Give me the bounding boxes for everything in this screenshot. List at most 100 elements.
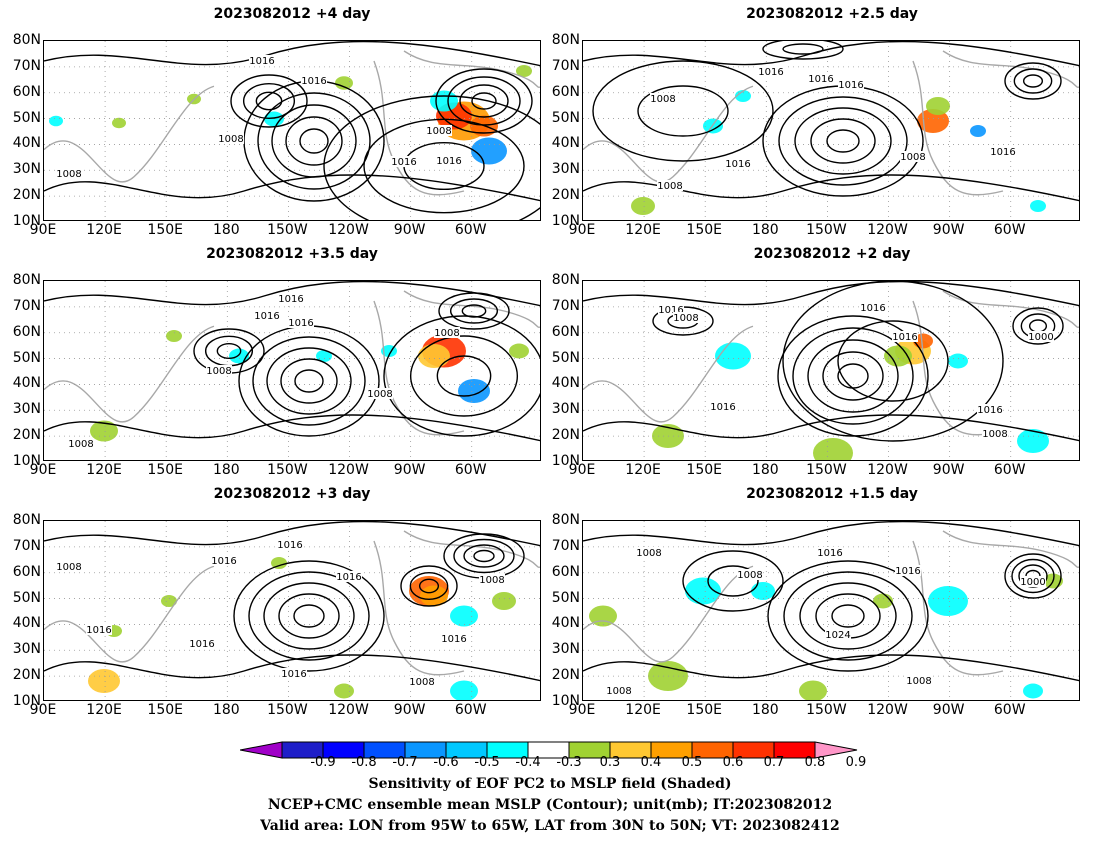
mslp-contour xyxy=(1028,319,1048,333)
lon-tick-label: 90W xyxy=(932,222,965,238)
lat-tick-label: 50N xyxy=(551,349,580,366)
sensitivity-shade xyxy=(970,125,986,137)
colorbar xyxy=(240,741,858,759)
lat-tick-label: 20N xyxy=(551,187,580,204)
lat-tick-label: 40N xyxy=(12,615,41,632)
colorbar-label: -0.4 xyxy=(515,755,541,770)
mslp-contour xyxy=(778,96,908,186)
colorbar-label: 0.8 xyxy=(804,755,826,770)
lat-tick-label: 10N xyxy=(551,453,580,469)
lat-tick-label: 40N xyxy=(551,375,580,392)
contour-label: 1000 xyxy=(1020,577,1045,588)
sensitivity-shade xyxy=(471,137,507,165)
sensitivity-shade xyxy=(264,111,284,127)
contour-label: 1008 xyxy=(900,152,925,163)
panel-title-1: 2023082012 +4 day xyxy=(213,6,371,22)
mslp-contour xyxy=(44,174,540,202)
contour-label: 1016 xyxy=(710,402,735,413)
contour-label: 1016 xyxy=(808,74,833,85)
mslp-contour xyxy=(583,414,1079,442)
mslp-contour xyxy=(794,107,892,175)
colorbar-label: -0.6 xyxy=(433,755,459,770)
contour-label: 1016 xyxy=(277,540,302,551)
lon-tick-label: 120E xyxy=(625,702,661,718)
mslp-contour xyxy=(792,327,914,425)
lon-tick-label: 120W xyxy=(867,222,908,238)
mslp-contour xyxy=(252,336,366,426)
sensitivity-shade xyxy=(928,586,968,616)
mslp-contour xyxy=(44,414,540,442)
sensitivity-shade xyxy=(271,557,287,569)
sensitivity-shade xyxy=(1023,683,1043,699)
lat-tick-label: 60N xyxy=(551,323,580,340)
lat-tick-label: 50N xyxy=(12,589,41,606)
lat-tick-label: 50N xyxy=(12,109,41,126)
lat-tick-label: 70N xyxy=(551,537,580,554)
panel-title-4: 2023082012 +2 day xyxy=(753,246,911,262)
lon-tick-label: 90W xyxy=(393,462,426,478)
lat-tick-label: 70N xyxy=(551,57,580,74)
lon-tick-label: 60W xyxy=(993,702,1026,718)
lat-tick-label: 80N xyxy=(551,272,580,288)
contour-label: 1016 xyxy=(391,157,416,168)
lat-tick-label: 50N xyxy=(551,109,580,126)
lat-tick-label: 10N xyxy=(12,213,41,229)
sensitivity-shade xyxy=(90,420,118,442)
panel-title-5: 2023082012 +3 day xyxy=(213,486,371,502)
contour-label: 1016 xyxy=(892,332,917,343)
mslp-contour xyxy=(473,549,495,563)
lat-tick-label: 70N xyxy=(12,537,41,554)
lon-tick-label: 120W xyxy=(328,462,369,478)
sensitivity-shade xyxy=(1017,429,1049,453)
lat-tick-label: 30N xyxy=(12,641,41,658)
colorbar-label: -0.9 xyxy=(310,755,336,770)
sensitivity-shade xyxy=(450,680,478,700)
contour-label: 1008 xyxy=(657,181,682,192)
lat-tick-label: 10N xyxy=(551,213,580,229)
lat-tick-label: 40N xyxy=(12,135,41,152)
contour-label: 1008 xyxy=(606,686,631,697)
lat-tick-label: 40N xyxy=(551,135,580,152)
mslp-contour xyxy=(242,82,296,120)
lat-tick-label: 10N xyxy=(12,453,41,469)
lat-tick-label: 80N xyxy=(551,512,580,528)
sensitivity-shade xyxy=(631,197,655,215)
panel-title-6: 2023082012 +1.5 day xyxy=(746,486,918,502)
footer-line-3: Valid area: LON from 95W to 65W, LAT fro… xyxy=(260,818,840,834)
mslp-contour xyxy=(363,118,525,214)
sensitivity-shade xyxy=(685,577,721,605)
lat-tick-label: 30N xyxy=(551,401,580,418)
mslp-contour xyxy=(443,533,525,579)
colorbar-segment xyxy=(814,741,858,759)
mslp-contour xyxy=(782,43,824,55)
sensitivity-shade xyxy=(509,343,529,359)
lon-tick-label: 150E xyxy=(686,222,722,238)
mslp-contour xyxy=(230,74,308,128)
contour-label: 1016 xyxy=(336,572,361,583)
mslp-contour xyxy=(293,604,325,628)
lon-tick-label: 150E xyxy=(147,462,183,478)
lat-tick-label: 20N xyxy=(551,427,580,444)
lon-tick-label: 180 xyxy=(212,222,240,238)
lon-tick-label: 60W xyxy=(454,702,487,718)
mslp-contour xyxy=(782,281,1004,442)
contour-label: 1016 xyxy=(441,634,466,645)
contour-label: 1008 xyxy=(982,429,1007,440)
mslp-contour xyxy=(285,116,343,166)
colorbar-label: 0.7 xyxy=(763,755,785,770)
mslp-contour xyxy=(400,565,458,607)
contour-label: 1008 xyxy=(737,570,762,581)
mslp-contour xyxy=(637,85,729,137)
mslp-contour xyxy=(1012,307,1064,345)
mslp-contour xyxy=(257,92,371,190)
lon-tick-label: 90W xyxy=(932,462,965,478)
mslp-contour xyxy=(418,578,440,594)
contour-label: 1016 xyxy=(436,156,461,167)
lat-tick-label: 60N xyxy=(12,83,41,100)
lon-tick-label: 90E xyxy=(568,222,596,238)
contour-label: 1008 xyxy=(367,389,392,400)
mslp-contour xyxy=(383,315,540,437)
mslp-contour xyxy=(266,347,352,415)
mslp-contour xyxy=(783,571,913,661)
lon-tick-label: 180 xyxy=(212,462,240,478)
